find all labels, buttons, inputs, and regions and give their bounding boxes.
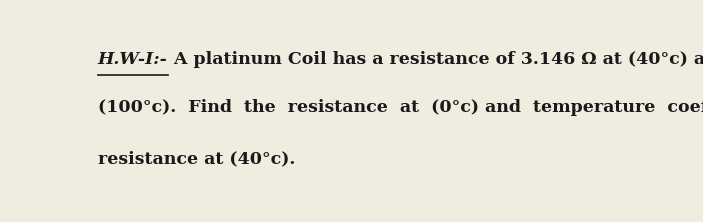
Text: A platinum Coil has a resistance of 3.146 Ω at (40°c) and 3.767Ω at: A platinum Coil has a resistance of 3.14…	[167, 51, 703, 68]
Text: H.W-I:-: H.W-I:-	[98, 51, 167, 68]
Text: (100°c).  Find  the  resistance  at  (0°c) and  temperature  coefficient  of: (100°c). Find the resistance at (0°c) an…	[98, 99, 703, 116]
Text: resistance at (40°c).: resistance at (40°c).	[98, 150, 295, 167]
